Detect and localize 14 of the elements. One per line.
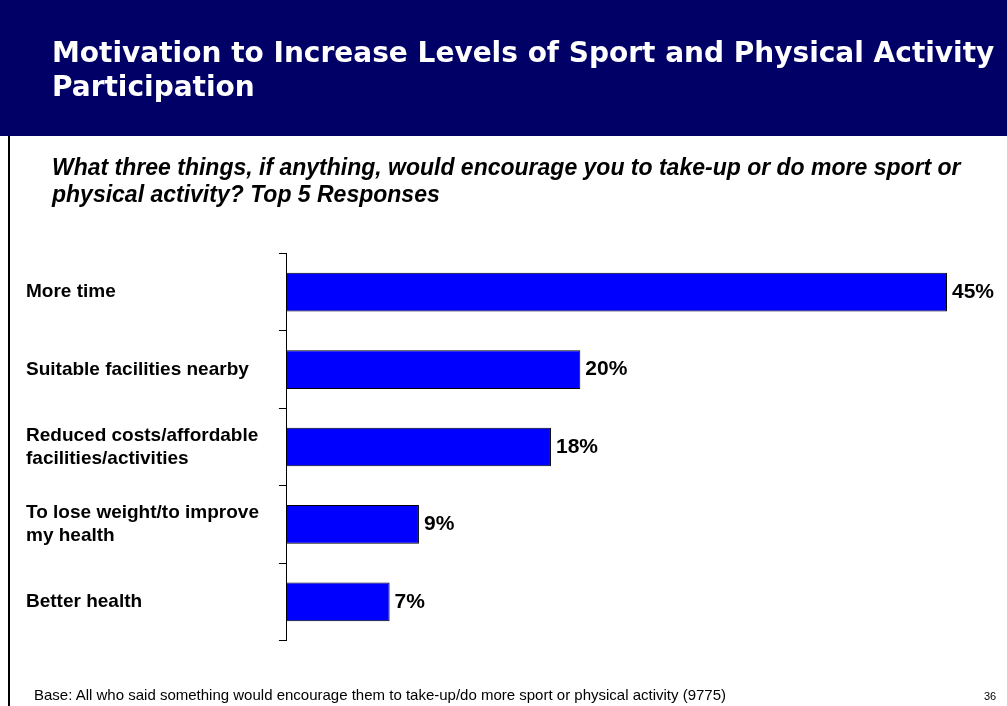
y-tick-label: Better health xyxy=(26,590,143,612)
y-tick-label: More time xyxy=(26,280,116,302)
data-label: 18% xyxy=(555,433,599,457)
text: Base: All who said something would encourage them to take-up/do more sport or physical activity (9775) xyxy=(34,686,727,703)
data-label: 45% xyxy=(952,278,995,302)
chart-subtitle: What three things, if anything, would encourage you to take-up or do more sport or physical activity? Top 5 Responses xyxy=(52,154,963,208)
y-tick-label: Suitable facilities nearby xyxy=(26,357,250,379)
chart-title: Motivation to Increase Levels of Sport and Physical Activity Participation xyxy=(52,36,996,104)
data-label: 9% xyxy=(423,511,455,535)
data-label: 20% xyxy=(585,356,628,380)
text: 36 xyxy=(984,690,997,702)
y-tick-label: Reduced costs/affordable facilities/activities xyxy=(26,423,259,468)
y-tick-label: To lose weight/to improve my health xyxy=(26,501,259,546)
data-label: 7% xyxy=(394,588,426,612)
